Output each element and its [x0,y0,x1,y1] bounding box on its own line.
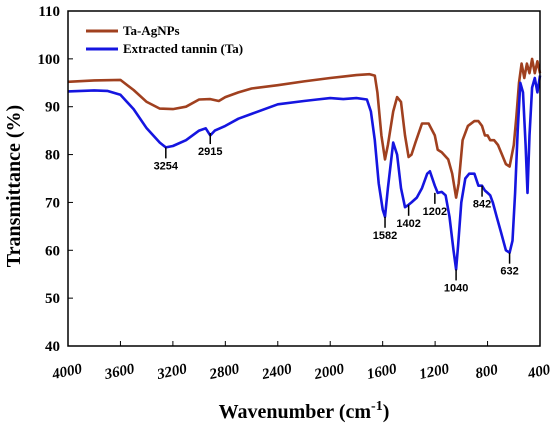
y-axis-title: Transmittance (%) [3,105,25,267]
y-tick-label: 70 [45,195,60,211]
legend-label-extracted-tannin: Extracted tannin (Ta) [123,41,243,56]
peak-label: 2915 [198,146,222,158]
x-tick-label: 3200 [155,361,189,383]
legend: Ta-AgNPs Extracted tannin (Ta) [86,23,243,56]
x-tick-label: 2800 [207,361,241,383]
peak-label: 1040 [444,282,468,294]
x-tick-label: 3600 [102,361,136,383]
y-tick-label: 60 [45,243,60,259]
y-tick-label: 50 [45,291,60,307]
series-layer [67,57,542,271]
x-tick-label: 2400 [260,361,294,383]
peak-label: 3254 [154,160,179,172]
peak-label: 1582 [373,230,397,242]
y-tick-label: 110 [38,4,60,20]
y-tick-label: 40 [45,339,60,355]
y-tick-label: 100 [38,52,61,68]
x-axis-title: Wavenumber (cm-1) [219,399,390,423]
x-tick-label: 4000 [50,361,84,383]
x-tick-label: 800 [474,362,500,382]
series-line-ta-agnps [67,57,542,199]
y-tick-label: 80 [45,148,60,164]
peak-label: 632 [500,266,518,278]
x-tick-label: 400 [526,362,550,383]
plot-frame [67,10,541,347]
x-axis: 4000 3600 3200 2800 2400 2000 1600 1200 800 400 [50,341,550,383]
peak-label: 1402 [396,218,420,230]
x-tick-label: 1600 [365,361,398,383]
x-axis-title-superscript: -1 [371,399,383,414]
legend-label-ta-agnps: Ta-AgNPs [123,23,180,38]
x-tick-label: 1200 [418,361,451,383]
x-tick-label: 2000 [312,361,346,383]
peak-label: 1202 [423,206,447,218]
x-axis-title-main: Wavenumber (cm [219,401,372,423]
y-tick-label: 90 [45,100,60,116]
x-axis-title-close: ) [383,401,390,423]
peak-label: 842 [473,199,491,211]
y-axis: 40 50 60 70 80 90 100 110 [38,4,73,355]
series-line-extracted-tannin [67,75,542,271]
